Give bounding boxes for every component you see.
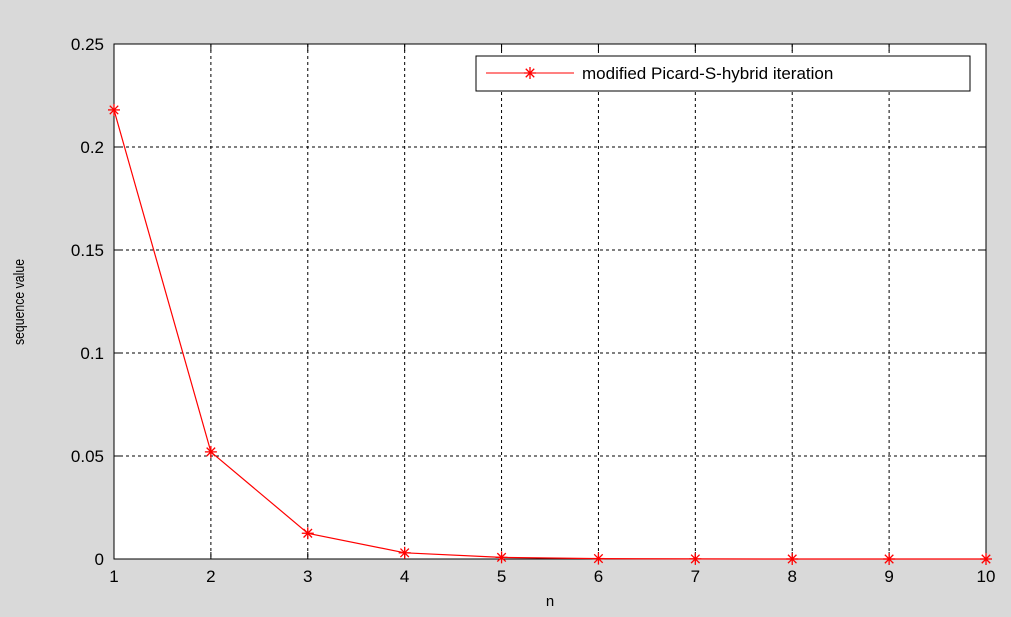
x-axis-label: n (546, 593, 554, 610)
tick-layer: 1 2 3 4 5 6 7 8 9 10 0 0.05 0.1 0.15 0.2 0.25 (71, 35, 996, 586)
data-point (204, 445, 217, 458)
marker-stroke (496, 552, 507, 563)
data-point (786, 552, 799, 565)
data-point (495, 551, 508, 564)
data-point (980, 552, 992, 565)
marker-stroke (787, 554, 797, 564)
marker-stroke (109, 105, 119, 115)
x-tick-label: 7 (691, 567, 700, 586)
legend-marker-star (524, 67, 536, 79)
x-tick-label: 9 (884, 567, 893, 586)
marker-stroke (303, 528, 313, 538)
legend-marker (524, 67, 536, 79)
grid-layer (114, 44, 986, 559)
data-point (398, 546, 411, 559)
x-tick-label: 8 (787, 567, 796, 586)
marker-stroke (206, 447, 216, 457)
plot-area (114, 44, 986, 559)
x-tick-label: 6 (594, 567, 603, 586)
marker-stroke (525, 68, 535, 78)
legend-label: modified Picard-S-hybrid iteration (582, 64, 833, 83)
x-tick-label: 2 (206, 567, 215, 586)
marker-stroke (884, 554, 894, 564)
series-layer (108, 103, 992, 565)
y-axis-label: sequence value (11, 259, 27, 345)
legend: modified Picard-S-hybrid iteration (475, 55, 971, 92)
data-point (108, 103, 120, 116)
series-line (113, 109, 986, 560)
marker-stroke (593, 553, 604, 564)
x-tick-label: 4 (400, 567, 409, 586)
x-tick-label: 3 (303, 567, 312, 586)
data-point (883, 552, 896, 565)
data-point (689, 552, 702, 565)
y-tick-label: 0.15 (71, 241, 104, 260)
marker-stroke (981, 554, 991, 564)
y-tick-label: 0.25 (71, 35, 104, 54)
y-tick-label: 0.1 (80, 344, 104, 363)
y-tick-label: 0.05 (71, 447, 104, 466)
data-point (301, 527, 314, 540)
plot-frame (113, 43, 987, 560)
marker-stroke (690, 554, 701, 564)
marker-stroke (399, 548, 410, 558)
y-tick-label: 0.2 (80, 138, 104, 157)
x-tick-label: 1 (109, 567, 118, 586)
x-tick-label: 5 (497, 567, 506, 586)
y-tick-label: 0 (95, 550, 104, 569)
x-tick-label: 10 (977, 567, 996, 586)
data-point (592, 552, 605, 565)
